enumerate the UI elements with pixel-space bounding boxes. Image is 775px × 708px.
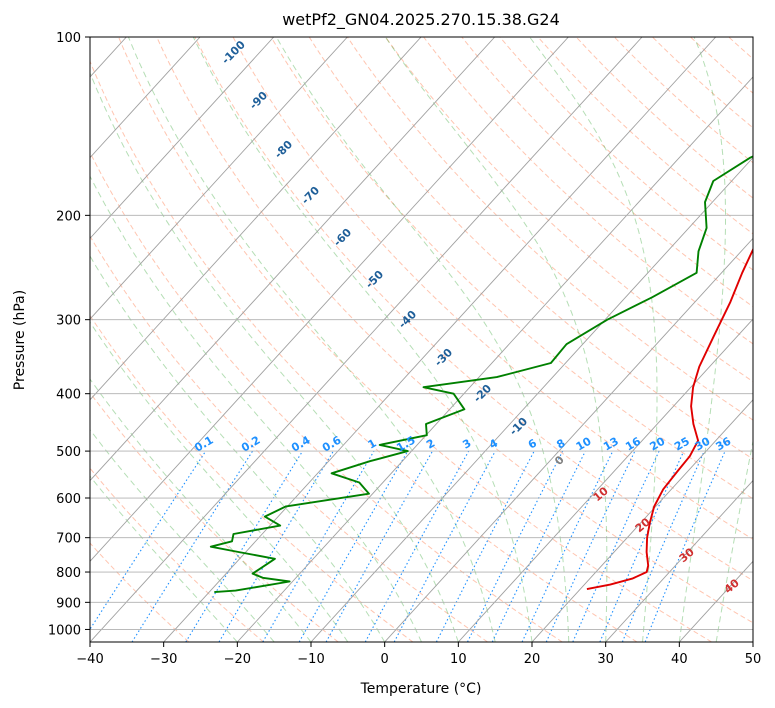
x-tick-label: 0 [381,652,389,667]
x-tick-label: 30 [597,652,614,667]
dry-adiabat [90,60,638,642]
dewpoint-line [209,155,753,594]
isotherm [163,37,717,642]
moist-adiabat [752,639,753,642]
dry-adiabat [346,37,753,421]
isotherm [90,37,643,642]
isotherm [605,479,753,642]
moist-adiabat [384,37,608,642]
dry-adiabat [90,314,414,642]
axes: −40 −30 −20 −10 0 10 20 30 40 50 100 200 300 400 500 60… [48,31,761,667]
mixing-ratio-line [621,450,705,642]
mixing-ratio-line [218,450,334,642]
mixing-ratio-line [131,450,254,642]
moist-adiabat [90,378,312,642]
isotherm [90,37,569,562]
dry-adiabat [194,37,753,582]
y-tick-label: 200 [56,209,81,224]
y-tick-label: 800 [56,566,81,581]
moist-adiabat [90,255,386,642]
y-tick-label: 400 [56,388,81,403]
x-tick-label: −40 [76,652,103,667]
temperature-line [586,247,753,591]
isotherm [531,399,753,642]
series-layer [209,155,753,594]
x-tick-label: 50 [745,652,762,667]
plot-frame [89,36,754,643]
moist-adiabat [127,37,496,642]
mixing-ratio-line [325,450,433,642]
mixing-ratio-line [364,450,470,642]
isotherm [90,37,496,482]
grid [90,37,753,642]
isotherm [310,156,753,642]
isotherm [458,318,753,642]
y-tick-label: 600 [56,492,81,507]
isotherm [90,37,422,401]
y-tick-label: 700 [56,532,81,547]
mixing-ratio-line [521,450,614,642]
y-tick-label: 900 [56,596,81,611]
moist-adiabat [90,71,459,642]
y-axis-label: Pressure (hPa) [12,290,28,390]
isotherm [90,37,348,320]
moist-adiabat [275,37,570,642]
dry-adiabat [90,151,563,642]
moist-adiabat [715,438,753,642]
x-tick-label: 10 [450,652,467,667]
x-axis-label: Temperature (°C) [360,681,482,697]
plot-background [90,37,753,642]
moist-adiabat [90,321,349,642]
moist-adiabat [90,175,422,642]
x-tick-label: 40 [671,652,688,667]
chart-title: wetPf2_GN04.2025.270.15.38.G24 [282,10,560,30]
mixing-ratio-line [572,450,660,642]
moist-adiabat [678,37,726,642]
dry-adiabat [118,37,712,642]
mixing-ratio-line [298,450,409,642]
y-tick-label: 100 [56,31,81,46]
isotherm [90,37,275,240]
y-tick-label: 500 [56,445,81,460]
dry-adiabat [90,391,339,642]
mixing-ratio-line [185,450,304,642]
mixing-ratio-line [644,450,726,642]
isotherm [384,237,753,642]
dry-adiabat [156,37,753,624]
moist-adiabat [90,475,238,642]
moist-adiabat [529,37,658,642]
x-tick-label: −20 [224,652,251,667]
isotherm [237,76,753,642]
moist-adiabat [192,37,533,642]
x-tick-label: 20 [524,652,541,667]
y-tick-label: 300 [56,314,81,329]
isotherm [752,641,753,642]
dry-adiabat [461,37,753,308]
dry-adiabat [613,37,753,164]
x-tick-label: −30 [150,652,177,667]
y-tick-label: 1000 [48,623,81,638]
isotherm [90,37,201,159]
mixing-ratio-line [491,450,586,642]
x-tick-label: −10 [297,652,324,667]
mixing-ratio-line [545,450,636,642]
mixing-ratio-line [262,450,375,642]
dry-adiabat [537,37,753,235]
dry-adiabat [232,37,753,540]
dry-adiabat [90,467,264,642]
